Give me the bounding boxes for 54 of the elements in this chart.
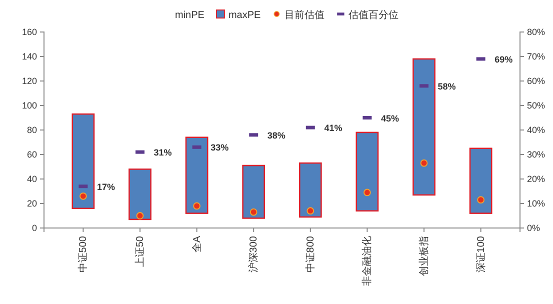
y2-tick-label: 20% [527,174,546,184]
y2-tick-label: 30% [527,149,546,160]
y2-tick-label: 80% [527,26,546,37]
point [193,202,200,210]
y2-tick-label: 40% [527,124,546,135]
bar [242,164,266,219]
x-tick-label: 非金融油化 [361,236,374,286]
y2-tick-label: 50% [527,100,546,110]
data-label: 58% [438,81,456,92]
bar [356,132,379,212]
x-tick-label: 中证800 [304,236,316,273]
bar [72,113,95,210]
legend-label: 估值百分位 [348,9,399,21]
x-tick-label: 创业板指 [418,236,430,276]
x-tick-label: 沪深300 [248,236,260,273]
y2-tick-label: 10% [527,198,546,208]
point [477,196,485,204]
x-tick-label: 全A [190,236,203,253]
y-tick-label: 80 [26,124,37,135]
point [79,192,87,200]
legend-label: maxPE [228,10,262,21]
point [420,159,428,167]
bar [412,58,436,196]
y2-tick-label: 60% [527,76,546,86]
x-tick-label: 上证50 [134,236,146,268]
y-tick-label: 120 [22,76,37,86]
data-label: 41% [324,123,342,134]
bar [128,168,152,220]
bar [298,162,322,218]
point [364,188,371,196]
data-label: 38% [267,130,286,140]
x-tick-label: 中证500 [77,236,90,273]
y-tick-label: 100 [22,100,37,110]
y-tick-label: 60 [26,149,37,160]
bar [469,148,492,214]
y2-tick-label: 70% [527,51,546,62]
y-tick-label: 0 [32,222,37,233]
legend-label: 目前估值 [284,9,325,21]
y2-tick-label: 0% [527,222,540,233]
x-tick-label: 深证100 [474,236,487,273]
data-label: 17% [96,182,115,192]
y-tick-label: 20 [26,198,37,208]
data-label: 45% [380,113,400,124]
point [306,207,314,215]
data-label: 33% [210,142,229,153]
y-tick-label: 140 [22,51,37,62]
y-tick-label: 160 [22,26,37,37]
point [250,208,258,216]
point [136,212,144,220]
bar [185,136,208,214]
data-label: 69% [494,54,513,64]
y-tick-label: 40 [26,174,37,184]
text: minPE [175,10,205,21]
data-label: 31% [154,148,172,158]
